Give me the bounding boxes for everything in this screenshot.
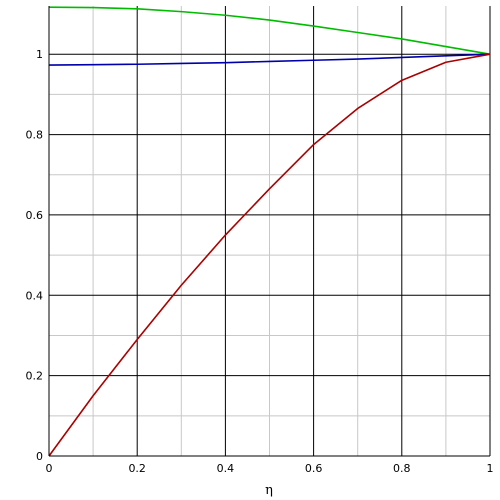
- y-tick-label: 0: [36, 450, 43, 463]
- series-line-1: [48, 6, 491, 55]
- x-tick-label: 0.6: [305, 462, 323, 475]
- x-axis-label: η: [265, 483, 273, 498]
- x-tick-label: 0.2: [128, 462, 146, 475]
- x-tick-label: 0: [46, 462, 53, 475]
- y-tick-label: 0.4: [26, 289, 44, 302]
- minor-grid: [49, 6, 490, 456]
- y-tick-label: 0.2: [26, 370, 44, 383]
- x-tick-label: 0.4: [217, 462, 235, 475]
- x-tick-label: 0.8: [393, 462, 411, 475]
- y-tick-label: 0.8: [26, 129, 44, 142]
- axes: [48, 6, 490, 457]
- series-line-3: [48, 53, 491, 457]
- y-tick-labels: 0 0.2 0.4 0.6 0.8 1: [26, 48, 44, 463]
- x-tick-label: 1: [487, 462, 494, 475]
- series-line-2: [48, 53, 491, 66]
- x-tick-labels: 0 0.2 0.4 0.6 0.8 1: [46, 462, 494, 475]
- y-tick-label: 0.6: [26, 209, 44, 222]
- series-layer: [48, 6, 491, 457]
- major-grid: [49, 6, 491, 456]
- y-tick-label: 1: [36, 48, 43, 61]
